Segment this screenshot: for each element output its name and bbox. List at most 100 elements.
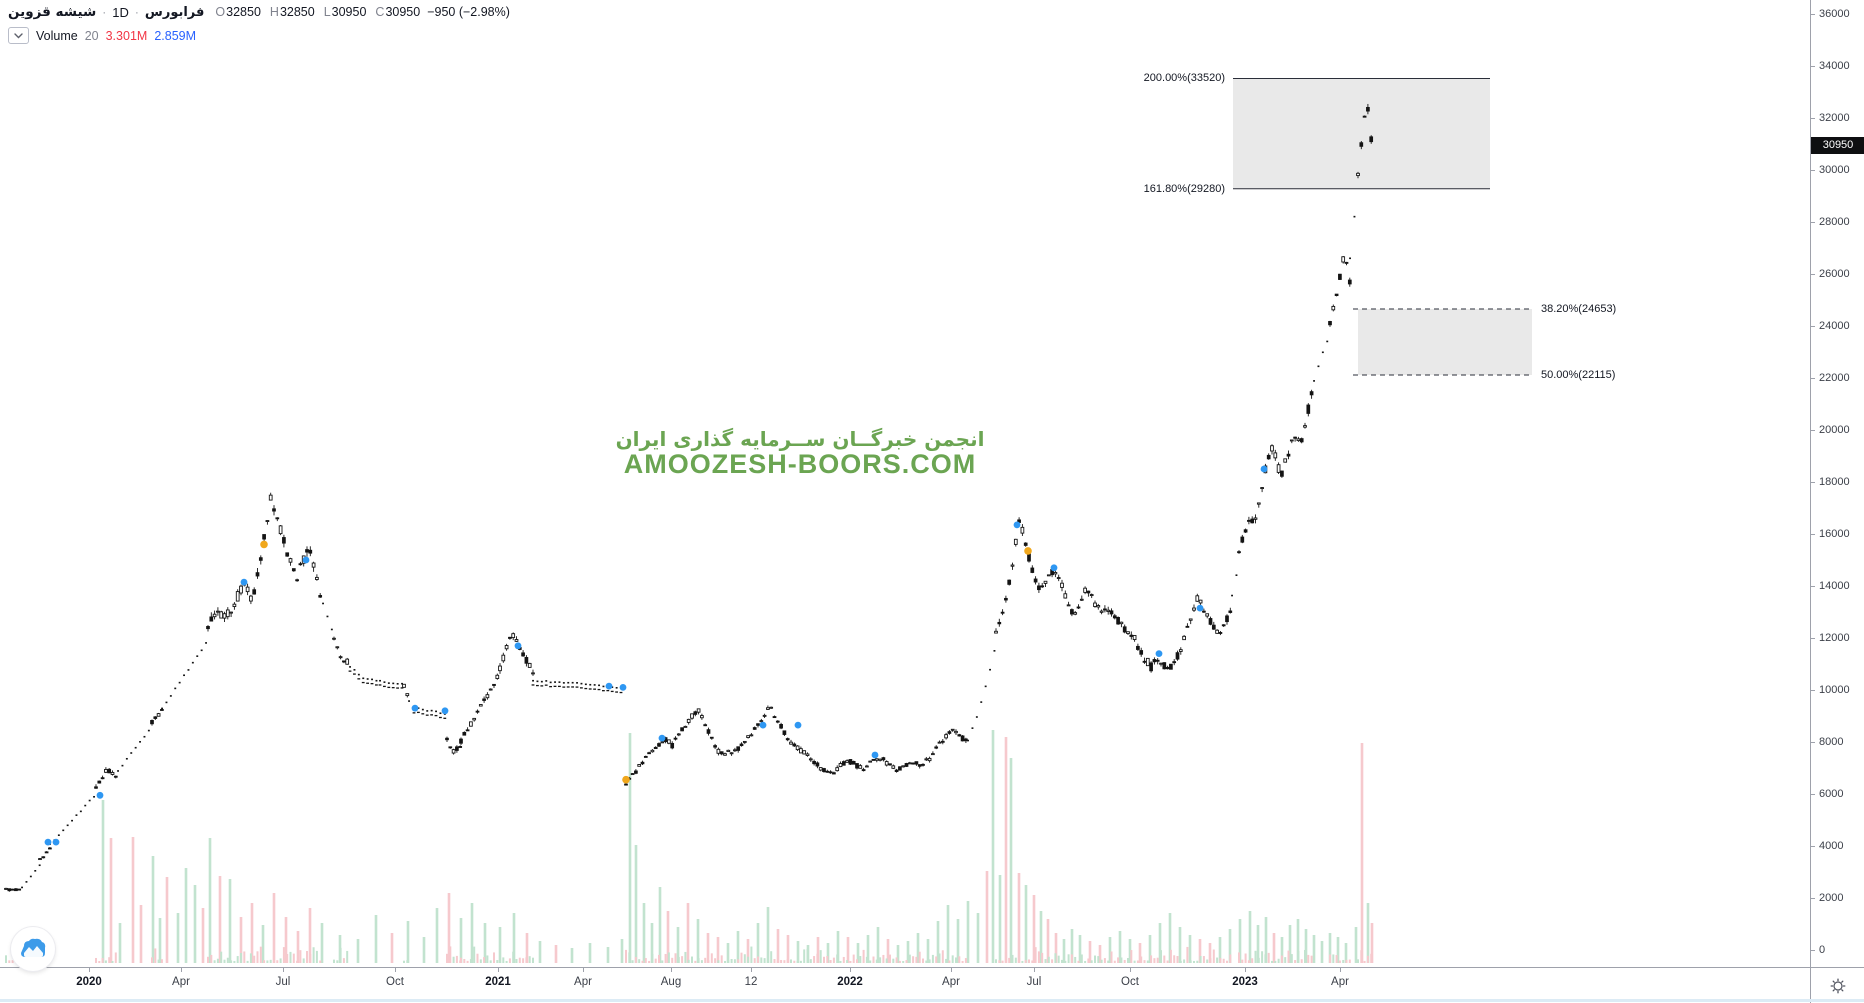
yellow-event-dot	[622, 775, 630, 784]
blue-event-dot	[794, 721, 802, 729]
axis-settings-corner[interactable]	[1810, 967, 1864, 1003]
price-axis[interactable]: 36000 34000 32000 30000 28000 26000 24000 22000…	[1810, 0, 1864, 967]
price-axis-tick	[1811, 794, 1815, 795]
time-axis[interactable]: 2020 Apr Jul Oct 2021 Apr Aug 12 2022 Apr Jul Oct 20…	[0, 967, 1810, 1003]
blue-mountain-logo-icon	[21, 938, 46, 957]
time-axis-label: Jul	[275, 976, 291, 988]
time-axis-label: Aug	[660, 976, 682, 988]
time-axis-tick	[1340, 968, 1341, 972]
legend-separator: ·	[134, 5, 139, 19]
blue-event-dot	[871, 751, 879, 759]
price-axis-tick	[1811, 586, 1815, 587]
time-axis-label: 12	[744, 976, 758, 988]
exchange-name[interactable]: فرابورس	[144, 4, 205, 20]
price-axis-label: 2000	[1819, 892, 1844, 904]
price-axis-tick	[1811, 378, 1815, 379]
volume-value: 3.301M	[105, 28, 148, 43]
broker-logo-button[interactable]	[11, 927, 55, 971]
sun-settings-icon	[1830, 978, 1846, 993]
time-axis-label: Apr	[942, 976, 960, 988]
ohlc-pair: L30950	[323, 5, 367, 19]
ohlc-pair: O32850	[215, 5, 261, 19]
symbol-legend[interactable]: شیشه قزوین · 1D · فرابورس O32850 H32850 L3…	[8, 4, 510, 20]
time-axis-tick	[89, 968, 90, 972]
price-axis-label: 0	[1819, 944, 1826, 956]
price-axis-label: 4000	[1819, 840, 1844, 852]
time-axis-tick	[1245, 968, 1246, 972]
fib-extension-bottom-label[interactable]: 161.80%(29280)	[1143, 182, 1225, 195]
price-axis-label: 34000	[1819, 60, 1850, 72]
price-axis-label: 26000	[1819, 268, 1850, 280]
symbol-name[interactable]: شیشه قزوین	[8, 4, 97, 20]
fib-retracement-top-label[interactable]: 38.20%(24653)	[1541, 303, 1617, 316]
time-axis-label: Apr	[172, 976, 190, 988]
blue-event-dot	[605, 682, 613, 690]
fib-extension-top-label[interactable]: 200.00%(33520)	[1143, 72, 1225, 85]
time-axis-tick	[583, 968, 584, 972]
price-axis-tick	[1811, 170, 1815, 171]
fib-retracement-bottom-label[interactable]: 50.00%(22115)	[1541, 369, 1616, 381]
ohlc-pair: C30950	[375, 5, 421, 19]
price-axis-label: 36000	[1819, 8, 1850, 20]
blue-event-dot	[1155, 650, 1163, 657]
price-axis-label: 22000	[1819, 372, 1850, 384]
price-axis-label: 28000	[1819, 216, 1850, 228]
blue-event-dot	[411, 704, 419, 712]
time-axis-tick	[1034, 968, 1035, 972]
time-axis-label: Apr	[574, 976, 592, 988]
time-axis-label: 2020	[76, 976, 102, 988]
price-axis-tick	[1811, 118, 1815, 119]
time-axis-label: 2022	[837, 976, 863, 988]
timeframe[interactable]: 1D	[112, 4, 129, 20]
time-axis-tick	[751, 968, 752, 972]
blue-event-dot	[1196, 604, 1204, 612]
price-axis-tick	[1811, 326, 1815, 327]
blue-event-dot	[441, 707, 449, 715]
price-axis-label: 18000	[1819, 476, 1850, 488]
price-axis-tick	[1811, 222, 1815, 223]
blue-event-dot	[658, 734, 666, 742]
price-axis-tick	[1811, 846, 1815, 847]
price-axis-label: 32000	[1819, 112, 1850, 124]
chart-canvas[interactable]	[0, 0, 1810, 967]
price-axis-label: 16000	[1819, 528, 1850, 540]
blue-event-dot	[1050, 564, 1058, 572]
blue-event-dot	[96, 791, 104, 799]
time-axis-label: Apr	[1331, 976, 1349, 988]
time-axis-label: Oct	[1121, 976, 1139, 988]
time-axis-label: Jul	[1026, 976, 1042, 988]
price-axis-tick	[1811, 898, 1815, 899]
price-axis-tick	[1811, 274, 1815, 275]
blue-event-dot	[302, 556, 310, 564]
fib-zones-layer	[1233, 78, 1532, 376]
blue-event-dot	[1013, 521, 1021, 529]
blue-event-dot	[514, 642, 522, 650]
price-axis-tick	[1811, 430, 1815, 431]
price-axis-label: 12000	[1819, 632, 1850, 644]
price-axis-label: 14000	[1819, 580, 1850, 592]
chevron-down-icon[interactable]	[8, 27, 29, 44]
time-axis-tick	[283, 968, 284, 972]
volume-ma-value: 2.859M	[154, 28, 197, 43]
time-axis-tick	[1130, 968, 1131, 972]
blue-event-dot	[1260, 465, 1268, 473]
time-axis-tick	[850, 968, 851, 972]
price-axis-label: 20000	[1819, 424, 1850, 436]
time-axis-tick	[181, 968, 182, 972]
event-markers-layer	[44, 465, 1268, 846]
blue-event-dot	[619, 684, 627, 691]
volume-indicator-row: Volume 20 3.301M 2.859M	[8, 27, 196, 44]
price-axis-tick	[1811, 66, 1815, 67]
price-axis-tick	[1811, 950, 1815, 951]
time-axis-tick	[951, 968, 952, 972]
yellow-event-dot	[1024, 547, 1032, 555]
volume-label[interactable]: Volume	[36, 28, 78, 43]
time-axis-label: 2023	[1232, 976, 1258, 988]
time-axis-tick	[498, 968, 499, 972]
price-axis-label: 10000	[1819, 684, 1850, 696]
ohlc-pair: H32850	[269, 5, 315, 19]
bottom-edge-strip	[0, 999, 1864, 1002]
time-axis-tick	[671, 968, 672, 972]
price-axis-label: 24000	[1819, 320, 1850, 332]
